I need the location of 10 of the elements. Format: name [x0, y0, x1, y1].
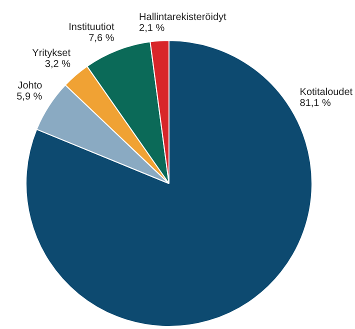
slice-label: Johto [18, 80, 43, 92]
data-label: 7,6 % [88, 32, 114, 44]
slice-label: Hallintarekisteröidyt [139, 12, 227, 23]
data-label: 81,1 % [300, 98, 332, 109]
slice-label: Instituutiot [68, 22, 114, 33]
data-label: 2,1 % [139, 22, 165, 34]
data-label: 3,2 % [44, 59, 71, 70]
slice-label: Yritykset [32, 48, 71, 60]
data-label: 5,9 % [16, 92, 42, 103]
slice-label: Kotitaloudet [300, 87, 353, 98]
